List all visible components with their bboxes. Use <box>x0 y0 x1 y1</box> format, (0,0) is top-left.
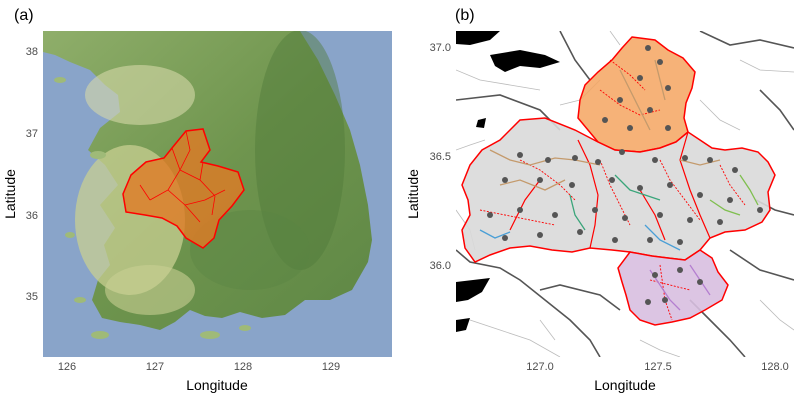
island <box>54 77 66 83</box>
panel-a-map[interactable] <box>43 30 392 357</box>
panel-b-map[interactable] <box>456 31 794 357</box>
y-axis-title: Latitude <box>2 169 18 219</box>
y-tick-label: 36.0 <box>430 260 451 272</box>
plain-north <box>85 65 195 125</box>
road-network <box>456 31 794 357</box>
x-tick-label: 127 <box>146 361 164 373</box>
island <box>239 325 251 331</box>
water-body <box>490 50 560 72</box>
gauge-points[interactable] <box>487 45 763 305</box>
x-tick-label: 127.0 <box>526 361 554 373</box>
island <box>91 331 109 339</box>
water-body <box>456 278 490 302</box>
water-body <box>456 31 500 45</box>
plain-sw <box>105 265 195 315</box>
panel-b-x-axis: 127.0 127.5 128.0 Longitude <box>526 361 789 393</box>
island <box>65 232 75 238</box>
y-tick-label: 37 <box>26 128 38 140</box>
island <box>90 151 106 159</box>
x-tick-label: 127.5 <box>644 361 672 373</box>
study-area-highlight[interactable] <box>122 128 245 249</box>
island <box>200 331 220 339</box>
island <box>74 297 86 303</box>
panel-b: (b) <box>405 7 794 393</box>
y-tick-label: 38 <box>26 46 38 58</box>
mountain-south <box>190 210 310 290</box>
x-tick-label: 126 <box>58 361 76 373</box>
panel-a-y-axis: 38 37 36 35 Latitude <box>2 46 38 303</box>
panel-a-x-axis: 126 127 128 129 Longitude <box>58 361 340 393</box>
panel-b-y-axis: 37.0 36.5 36.0 Latitude <box>405 42 451 272</box>
y-tick-label: 36.5 <box>430 151 451 163</box>
panel-b-tag: (b) <box>455 7 475 24</box>
river-network <box>479 59 759 311</box>
water-body <box>456 318 470 332</box>
x-tick-label: 129 <box>322 361 340 373</box>
region-southeast[interactable] <box>617 249 729 326</box>
study-area-subbasins <box>139 130 226 223</box>
panel-a: (a) 126 127 <box>2 7 392 393</box>
y-tick-label: 37.0 <box>430 42 451 54</box>
y-axis-title: Latitude <box>405 169 421 219</box>
x-tick-label: 128 <box>234 361 252 373</box>
y-tick-label: 35 <box>26 291 38 303</box>
mountain-ridge <box>255 31 345 270</box>
x-axis-title: Longitude <box>186 377 248 393</box>
y-tick-label: 36 <box>26 210 38 222</box>
panel-a-tag: (a) <box>14 7 34 24</box>
x-axis-title: Longitude <box>594 377 656 393</box>
water-body <box>476 118 486 128</box>
x-tick-label: 128.0 <box>761 361 789 373</box>
